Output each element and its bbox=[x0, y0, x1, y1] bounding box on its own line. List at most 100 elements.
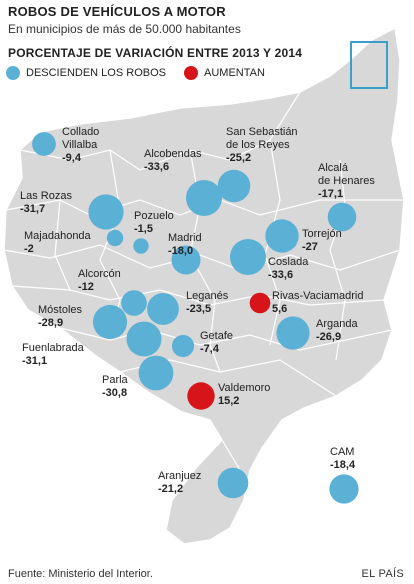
municipal-border bbox=[329, 159, 346, 361]
municipality-name: Móstoles bbox=[38, 304, 83, 316]
source-note: Fuente: Ministerio del Interior. bbox=[8, 568, 153, 580]
municipality-name: Leganés bbox=[186, 290, 229, 302]
municipality-name: Getafe bbox=[200, 330, 234, 342]
municipality-value: -28,9 bbox=[38, 317, 64, 329]
brand-logo: EL PAÍS bbox=[361, 568, 404, 580]
label-coslada: Coslada -33,6 bbox=[268, 256, 308, 282]
legend-item-descienden: DESCIENDEN LOS ROBOS bbox=[6, 66, 166, 80]
municipality-value: -31,1 bbox=[22, 355, 48, 367]
label-valdemoro: Valdemoro 15,2 bbox=[218, 382, 270, 408]
label-pozuelo: Pozuelo -1,5 bbox=[134, 210, 174, 236]
label-torrej-n: Torrejón -27 bbox=[302, 228, 342, 254]
bubble-torrej-n bbox=[265, 219, 299, 253]
municipality-value: -27 bbox=[302, 241, 318, 253]
bubble-legan-s bbox=[147, 293, 179, 325]
bubble-madrid bbox=[171, 245, 201, 275]
bubble-alcorc-n bbox=[121, 290, 147, 316]
bubble-parla bbox=[138, 355, 174, 391]
municipality-name: CAM bbox=[330, 446, 355, 458]
legend-label-up: AUMENTAN bbox=[204, 67, 265, 79]
label-arganda: Arganda -26,9 bbox=[316, 318, 358, 344]
municipality-value: 15,2 bbox=[218, 395, 240, 407]
municipal-border bbox=[5, 199, 404, 216]
bubble-collado-villalba bbox=[32, 132, 56, 156]
municipality-value: -26,9 bbox=[316, 331, 342, 343]
municipality-name: Las Rozas bbox=[20, 190, 72, 202]
municipality-name: Majadahonda bbox=[24, 230, 91, 242]
municipality-name: Torrejón bbox=[302, 228, 342, 240]
bubble-valdemoro bbox=[187, 382, 215, 410]
bubble-alcobendas bbox=[186, 180, 222, 216]
municipal-border bbox=[54, 199, 71, 291]
municipality-name: San Sebastián bbox=[226, 126, 298, 138]
municipal-border bbox=[11, 285, 385, 306]
bubble-san-sebasti-n-de-los-reyes bbox=[217, 169, 251, 203]
bubble-cam bbox=[329, 474, 359, 504]
bubble-getafe bbox=[171, 334, 195, 358]
bubble-arganda bbox=[276, 316, 310, 350]
bubbles-layer bbox=[32, 132, 359, 504]
label-madrid: Madrid -18,0 bbox=[168, 232, 202, 258]
label-getafe: Getafe -7,4 bbox=[200, 330, 233, 356]
municipality-name: Arganda bbox=[316, 318, 358, 330]
municipality-value: -7,4 bbox=[200, 343, 219, 355]
municipal-border bbox=[19, 91, 301, 171]
municipality-value: -30,8 bbox=[102, 387, 128, 399]
label-las-rozas: Las Rozas -31,7 bbox=[20, 190, 72, 216]
section-heading: PORCENTAJE DE VARIACIÓN ENTRE 2013 Y 201… bbox=[8, 46, 303, 60]
municipality-value: -12 bbox=[78, 281, 94, 293]
bubble-alcal-de-henares bbox=[327, 202, 357, 232]
municipality-name: Valdemoro bbox=[218, 382, 271, 394]
bubble-majadahonda bbox=[106, 229, 124, 247]
label-parla: Parla -30,8 bbox=[102, 374, 128, 400]
bubble-coslada bbox=[230, 239, 266, 275]
label-m-stoles: Móstoles -28,9 bbox=[38, 304, 82, 330]
municipality-name: Fuenlabrada bbox=[22, 342, 84, 354]
municipality-name: Alcobendas bbox=[144, 148, 202, 160]
label-cam: CAM -18,4 bbox=[330, 446, 355, 472]
label-alcobendas: Alcobendas -33,6 bbox=[144, 148, 202, 174]
municipality-name: Alcalá bbox=[318, 162, 348, 174]
municipality-value: -2 bbox=[24, 243, 34, 255]
municipality-value: -33,6 bbox=[144, 161, 170, 173]
label-san-sebasti-n-de-los-reyes: San Sebastián de los Reyes -25,2 bbox=[226, 126, 298, 165]
municipality-value: -1,5 bbox=[134, 223, 153, 235]
label-aranjuez: Aranjuez -21,2 bbox=[158, 470, 201, 496]
label-legan-s: Leganés -23,5 bbox=[186, 290, 228, 316]
municipal-border bbox=[3, 244, 401, 271]
municipality-name: Parla bbox=[102, 374, 128, 386]
legend-label-down: DESCIENDEN LOS ROBOS bbox=[26, 67, 166, 79]
municipality-value: 5,6 bbox=[272, 303, 288, 315]
bubble-pozuelo bbox=[133, 238, 149, 254]
region-shape bbox=[3, 26, 405, 545]
municipality-value: -21,2 bbox=[158, 483, 184, 495]
municipality-name: Collado bbox=[62, 126, 100, 138]
municipality-value: -17,1 bbox=[318, 188, 344, 200]
label-majadahonda: Majadahonda -2 bbox=[24, 230, 91, 256]
municipality-value: -18,0 bbox=[168, 245, 194, 257]
municipality-name: Coslada bbox=[268, 256, 309, 268]
bubble-las-rozas bbox=[88, 194, 124, 230]
label-fuenlabrada: Fuenlabrada -31,1 bbox=[22, 342, 84, 368]
bubble-m-stoles bbox=[92, 304, 128, 340]
legend-dot-down bbox=[6, 66, 20, 80]
label-rivas-vaciamadrid: Rivas-Vaciamadrid 5,6 bbox=[272, 290, 364, 316]
municipality-value: -9,4 bbox=[62, 152, 81, 164]
label-alcal-de-henares: Alcalá de Henares -17,1 bbox=[318, 162, 375, 201]
legend-dot-up bbox=[184, 66, 198, 80]
municipality-name: Villalba bbox=[62, 139, 98, 151]
label-alcorc-n: Alcorcón -12 bbox=[78, 268, 121, 294]
municipality-name: Pozuelo bbox=[134, 210, 174, 222]
bubble-aranjuez bbox=[217, 467, 249, 499]
municipality-value: -25,2 bbox=[226, 152, 252, 164]
municipality-name: Madrid bbox=[168, 232, 202, 244]
chart-title: ROBOS DE VEHÍCULOS A MOTOR bbox=[8, 4, 226, 19]
bubble-fuenlabrada bbox=[126, 321, 162, 357]
municipality-value: -31,7 bbox=[20, 203, 46, 215]
chart-subtitle: En municipios de más de 50.000 habitante… bbox=[8, 22, 241, 36]
municipality-name: Rivas-Vaciamadrid bbox=[272, 290, 364, 302]
bubble-rivas-vaciamadrid bbox=[249, 292, 271, 314]
municipality-value: -33,6 bbox=[268, 269, 294, 281]
municipality-value: -18,4 bbox=[330, 459, 356, 471]
